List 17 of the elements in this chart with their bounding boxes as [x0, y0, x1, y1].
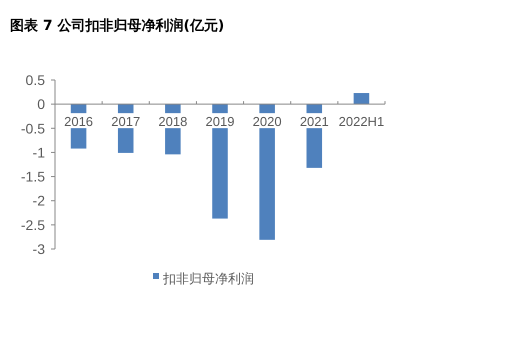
- x-tick-label: 2021: [300, 114, 329, 130]
- x-tick-label: 2022H1: [338, 114, 384, 130]
- x-tick-label: 2016: [64, 114, 94, 130]
- y-tick-label: -2: [32, 192, 46, 209]
- y-tick-label: 0: [37, 96, 46, 112]
- y-tick-label: -0.5: [20, 120, 46, 136]
- legend-label: 扣非归母净利润: [162, 272, 254, 287]
- x-tick-label: 2018: [158, 114, 188, 130]
- x-tick-label: 2019: [206, 114, 234, 130]
- y-tick-label: -1.5: [20, 168, 46, 185]
- chart-title: 图表 7 公司扣非归母净利润(亿元): [10, 17, 224, 34]
- y-tick-label: 0.5: [26, 72, 46, 88]
- y-tick-label: -3: [32, 241, 46, 257]
- x-tick-label: 2020: [252, 114, 282, 130]
- x-tick-label: 2017: [111, 114, 140, 130]
- y-tick-label: -2.5: [20, 216, 46, 233]
- y-tick-label: -1: [32, 144, 46, 160]
